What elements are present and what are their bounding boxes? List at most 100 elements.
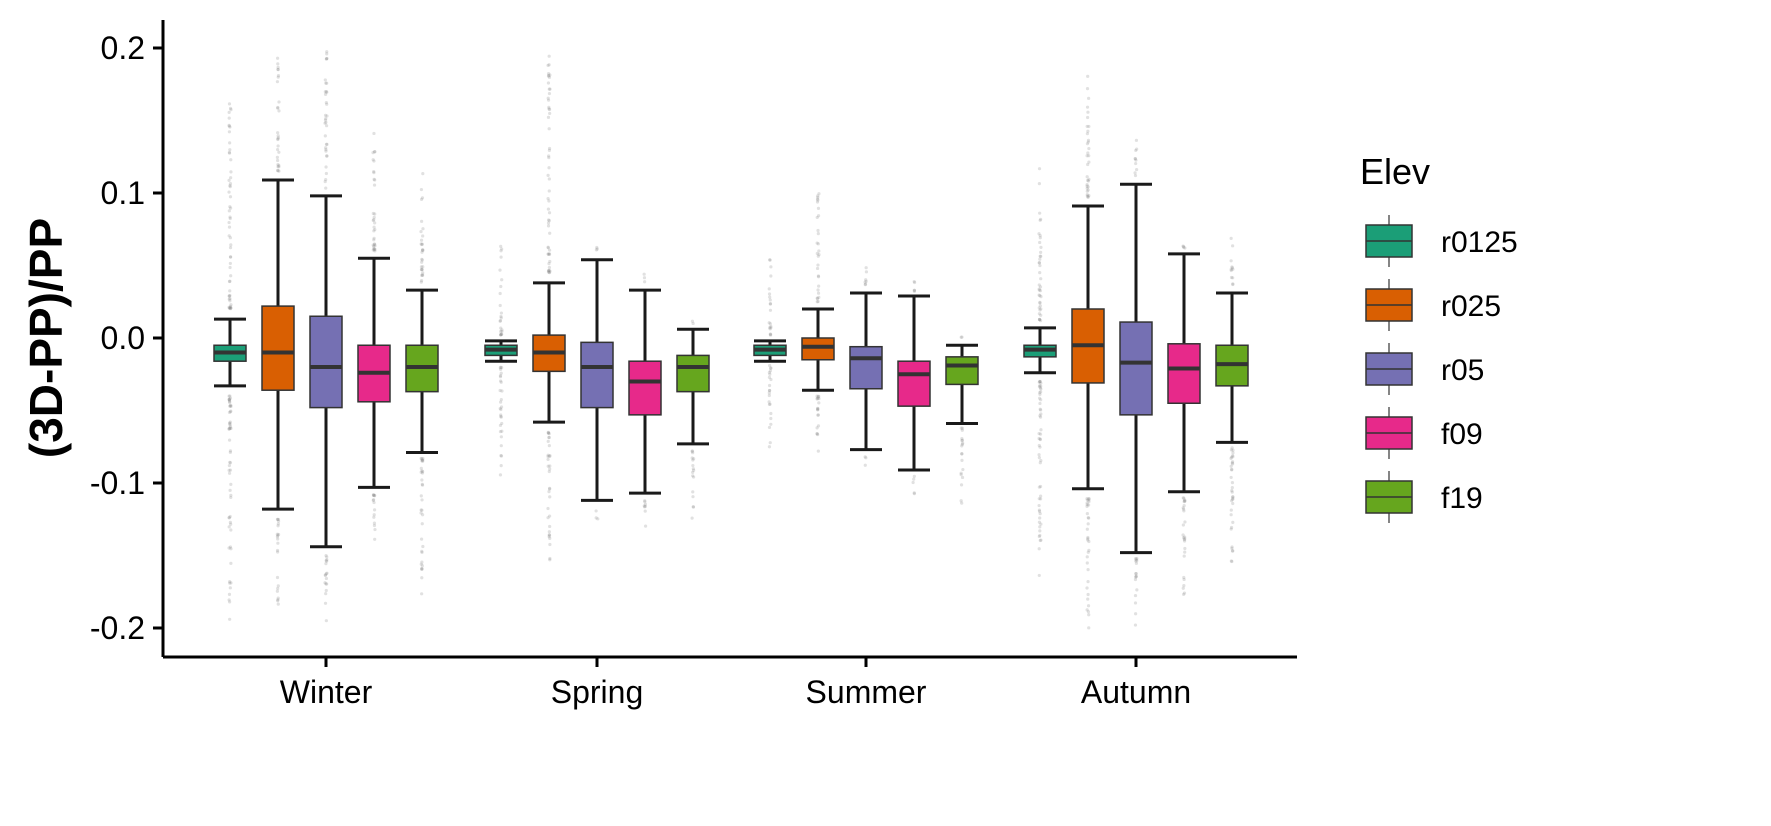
outlier-point xyxy=(548,464,552,468)
outlier-point xyxy=(227,123,231,127)
outlier-point xyxy=(912,492,916,496)
outlier-point xyxy=(768,308,773,312)
outlier-point xyxy=(1229,464,1233,468)
outlier-point xyxy=(228,261,232,266)
outlier-point xyxy=(499,464,503,468)
outlier-point xyxy=(372,238,376,242)
outlier-point xyxy=(1085,105,1090,109)
outlier-point xyxy=(546,245,550,249)
outlier-point xyxy=(959,483,964,487)
outlier-point xyxy=(960,475,965,480)
outlier-point xyxy=(229,493,233,497)
outlier-point xyxy=(499,365,503,369)
outlier-point xyxy=(691,474,695,478)
box-iqr xyxy=(309,315,343,409)
outlier-point xyxy=(816,263,820,267)
outlier-point xyxy=(228,460,232,464)
outlier-point xyxy=(643,502,647,506)
outlier-point xyxy=(1038,445,1042,449)
box-r0125-winter xyxy=(213,317,247,388)
outlier-point xyxy=(691,490,695,494)
outlier-point xyxy=(227,398,232,403)
outlier-point xyxy=(1038,432,1043,436)
outlier-point xyxy=(961,441,965,445)
legend: Elev r0125 r025 r05 f09 f19 xyxy=(1360,151,1518,523)
outlier-point xyxy=(1181,506,1185,510)
outlier-point xyxy=(275,155,279,159)
box-r025-summer xyxy=(801,307,835,392)
outlier-point xyxy=(767,375,772,379)
outlier-point xyxy=(325,154,329,158)
outlier-point xyxy=(960,335,964,339)
outlier-point xyxy=(1231,451,1235,455)
outlier-point xyxy=(421,248,425,252)
outlier-point xyxy=(547,248,552,252)
outlier-point xyxy=(1135,559,1139,563)
outlier-point xyxy=(1085,496,1089,501)
outlier-point xyxy=(229,243,233,247)
box-r05-winter xyxy=(309,194,343,549)
outlier-point xyxy=(420,248,425,252)
outlier-point xyxy=(229,547,233,551)
outlier-point xyxy=(1037,306,1041,310)
outlier-point xyxy=(1134,571,1138,576)
outlier-point xyxy=(815,432,819,436)
outlier-point xyxy=(420,482,424,486)
outlier-point xyxy=(1038,516,1042,520)
outlier-point xyxy=(372,169,376,174)
outlier-point xyxy=(768,295,772,299)
outlier-point xyxy=(276,144,280,148)
outlier-point xyxy=(1038,300,1042,304)
outlier-point xyxy=(1039,458,1043,463)
outlier-point xyxy=(372,159,376,163)
outlier-point xyxy=(325,90,329,94)
outlier-point xyxy=(547,435,551,440)
outlier-point xyxy=(420,592,424,596)
outlier-point xyxy=(643,504,647,508)
outlier-point xyxy=(1229,448,1233,452)
outlier-point xyxy=(276,541,280,545)
outlier-point xyxy=(1039,217,1043,221)
outlier-point xyxy=(546,63,550,68)
outlier-point xyxy=(373,244,377,248)
outlier-point xyxy=(1037,453,1041,457)
outlier-point xyxy=(420,219,424,223)
outlier-point xyxy=(371,158,375,162)
outlier-point xyxy=(548,454,552,458)
outlier-point xyxy=(276,537,280,541)
outlier-point xyxy=(1038,407,1042,411)
outlier-point xyxy=(912,288,917,292)
outlier-point xyxy=(769,416,773,421)
outlier-point xyxy=(227,471,232,475)
outlier-point xyxy=(323,118,328,122)
outlier-point xyxy=(912,491,916,495)
outlier-point xyxy=(1086,568,1090,572)
outlier-point xyxy=(276,519,281,523)
outlier-point xyxy=(817,249,821,253)
outlier-point xyxy=(276,602,280,606)
outlier-point xyxy=(1037,317,1042,322)
outlier-point xyxy=(1085,503,1089,507)
outlier-point xyxy=(1038,317,1042,322)
outlier-point xyxy=(1230,486,1234,490)
outlier-point xyxy=(594,509,598,513)
outlier-point xyxy=(547,219,551,223)
outlier-point xyxy=(912,474,916,478)
outlier-point xyxy=(1039,408,1043,412)
outlier-point xyxy=(1134,158,1138,162)
outlier-point xyxy=(548,231,552,235)
outlier-point xyxy=(816,407,820,411)
outlier-point xyxy=(228,617,232,621)
outlier-point xyxy=(1231,455,1235,459)
outlier-point xyxy=(324,117,328,121)
outlier-point xyxy=(419,265,424,269)
outlier-point xyxy=(960,439,964,443)
outlier-point xyxy=(323,90,327,94)
outlier-point xyxy=(324,588,328,593)
outlier-point xyxy=(229,206,233,210)
outlier-point xyxy=(373,242,377,247)
outlier-point xyxy=(960,452,964,456)
outlier-point xyxy=(228,449,233,453)
outlier-point xyxy=(420,242,424,247)
outlier-point xyxy=(1181,523,1185,527)
